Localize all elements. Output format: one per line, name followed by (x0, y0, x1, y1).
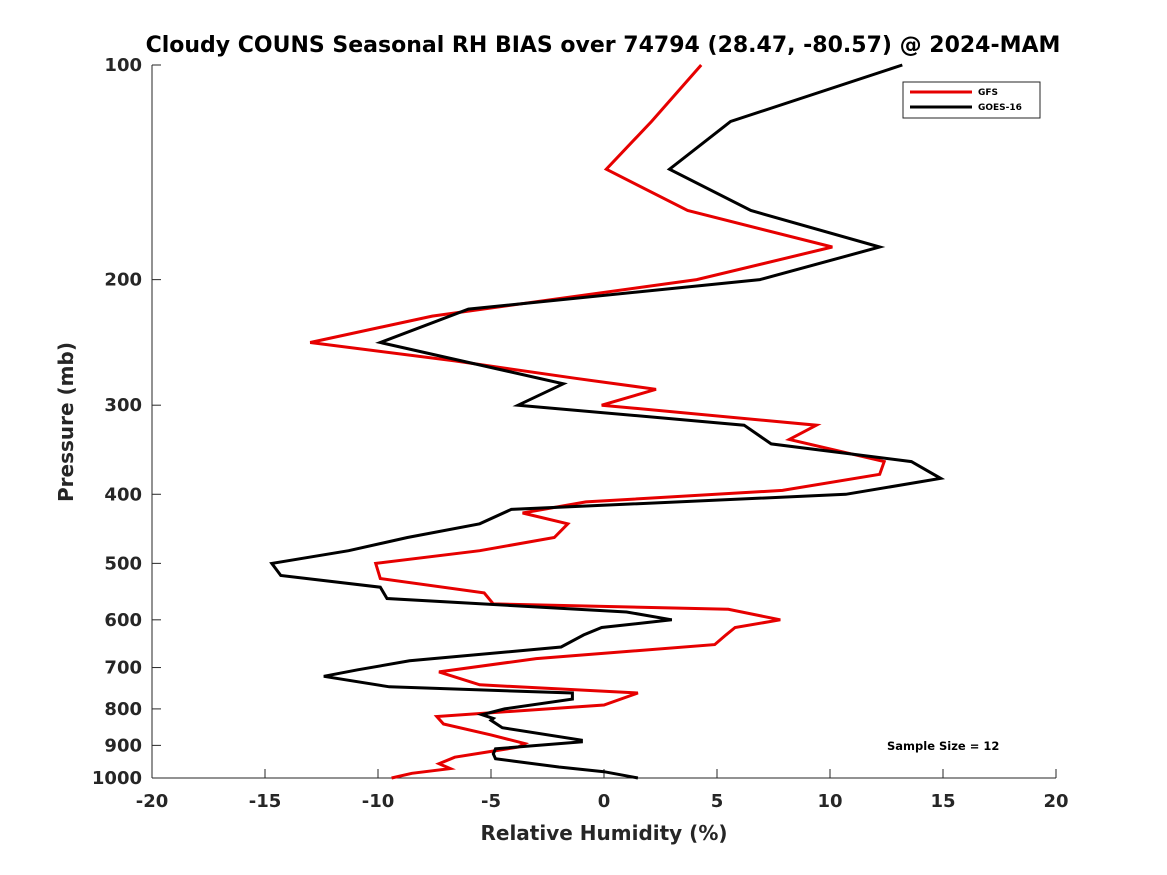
y-tick-label: 100 (104, 55, 142, 76)
plot-area (151, 65, 1056, 779)
x-tick-label: -10 (362, 791, 395, 812)
y-tick-label: 400 (104, 484, 142, 505)
x-ticks: -20 -15 -10 -5 0 5 10 15 20 (136, 769, 1069, 812)
x-tick-label: 0 (598, 791, 611, 812)
x-tick-label: 15 (930, 791, 955, 812)
y-tick-label: 1000 (92, 768, 142, 789)
legend-label-gfs: GFS (978, 88, 998, 98)
x-axis-label: Relative Humidity (%) (480, 821, 727, 845)
x-tick-label: 10 (817, 791, 842, 812)
y-tick-label: 900 (104, 735, 142, 756)
x-tick-label: -15 (249, 791, 282, 812)
legend-label-goes-16: GOES-16 (978, 103, 1022, 113)
series-layer (269, 63, 946, 780)
y-tick-label: 600 (104, 610, 142, 631)
y-tick-label: 800 (104, 699, 142, 720)
y-axis-label: Pressure (mb) (54, 342, 78, 502)
y-tick-label: 200 (104, 270, 142, 291)
legend: GFS GOES-16 (902, 81, 1041, 119)
chart-title: Cloudy COUNS Seasonal RH BIAS over 74794… (146, 33, 1061, 58)
y-tick-label: 700 (104, 658, 142, 679)
x-tick-label: -5 (481, 791, 501, 812)
y-ticks: 100 200 300 400 500 600 700 800 900 1000 (92, 55, 161, 789)
series-line-gfs (309, 64, 887, 780)
y-tick-label: 500 (104, 553, 142, 574)
sample-size-annotation: Sample Size = 12 (887, 739, 999, 753)
x-tick-label: 20 (1043, 791, 1068, 812)
legend-box (902, 81, 1041, 119)
y-tick-label: 300 (104, 395, 142, 416)
series-line-goes-16 (269, 63, 946, 780)
x-tick-label: -20 (136, 791, 169, 812)
x-tick-label: 5 (711, 791, 724, 812)
